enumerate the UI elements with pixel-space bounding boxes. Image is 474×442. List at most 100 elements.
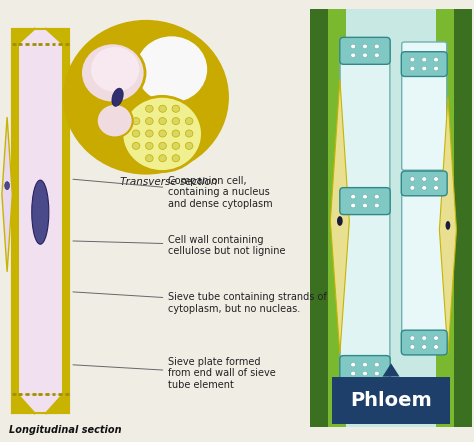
- Circle shape: [159, 118, 166, 125]
- Circle shape: [374, 44, 379, 49]
- Circle shape: [159, 105, 166, 112]
- Circle shape: [434, 345, 438, 349]
- Circle shape: [63, 20, 229, 175]
- Circle shape: [422, 345, 427, 349]
- Circle shape: [434, 177, 438, 181]
- Circle shape: [410, 345, 415, 349]
- Circle shape: [172, 105, 180, 112]
- Circle shape: [146, 130, 153, 137]
- Circle shape: [172, 142, 180, 149]
- Circle shape: [351, 53, 356, 57]
- FancyBboxPatch shape: [340, 192, 390, 382]
- Circle shape: [410, 186, 415, 190]
- Circle shape: [172, 130, 180, 137]
- Circle shape: [97, 104, 133, 137]
- Circle shape: [132, 142, 140, 149]
- Circle shape: [185, 130, 193, 137]
- Polygon shape: [330, 80, 349, 354]
- Circle shape: [351, 203, 356, 208]
- Circle shape: [363, 194, 367, 199]
- Circle shape: [351, 362, 356, 367]
- Circle shape: [172, 155, 180, 162]
- Circle shape: [185, 118, 193, 125]
- FancyBboxPatch shape: [340, 187, 390, 214]
- FancyBboxPatch shape: [401, 52, 447, 76]
- Text: Longitudinal section: Longitudinal section: [9, 425, 122, 435]
- FancyBboxPatch shape: [340, 44, 390, 203]
- Text: Phloem: Phloem: [350, 391, 432, 410]
- Polygon shape: [2, 117, 12, 272]
- Ellipse shape: [337, 216, 343, 226]
- Circle shape: [422, 66, 427, 71]
- Circle shape: [410, 57, 415, 62]
- Circle shape: [434, 186, 438, 190]
- Circle shape: [363, 362, 367, 367]
- Circle shape: [135, 35, 209, 104]
- FancyBboxPatch shape: [402, 186, 447, 345]
- FancyBboxPatch shape: [401, 171, 447, 196]
- FancyBboxPatch shape: [401, 330, 447, 355]
- Circle shape: [159, 130, 166, 137]
- FancyBboxPatch shape: [332, 377, 450, 424]
- Circle shape: [159, 155, 166, 162]
- Polygon shape: [18, 394, 63, 413]
- Circle shape: [363, 371, 367, 376]
- FancyBboxPatch shape: [12, 29, 69, 413]
- Circle shape: [422, 177, 427, 181]
- Circle shape: [363, 53, 367, 57]
- Circle shape: [363, 203, 367, 208]
- Polygon shape: [12, 29, 69, 413]
- Circle shape: [434, 336, 438, 340]
- Circle shape: [146, 142, 153, 149]
- Circle shape: [172, 118, 180, 125]
- Circle shape: [351, 44, 356, 49]
- Circle shape: [146, 118, 153, 125]
- Polygon shape: [454, 9, 472, 427]
- Polygon shape: [436, 9, 454, 427]
- Polygon shape: [439, 97, 456, 354]
- Circle shape: [422, 57, 427, 62]
- Circle shape: [410, 66, 415, 71]
- Circle shape: [122, 96, 202, 171]
- Text: Companion cell,
containing a nucleus
and dense cytoplasm: Companion cell, containing a nucleus and…: [73, 175, 273, 209]
- Text: Transverse section: Transverse section: [119, 177, 217, 187]
- Polygon shape: [310, 9, 328, 427]
- Circle shape: [132, 130, 140, 137]
- FancyBboxPatch shape: [340, 355, 390, 382]
- Circle shape: [91, 47, 139, 92]
- Text: Cell wall containing
cellulose but not lignine: Cell wall containing cellulose but not l…: [73, 235, 286, 256]
- Circle shape: [159, 142, 166, 149]
- Circle shape: [434, 66, 438, 71]
- Ellipse shape: [32, 180, 49, 244]
- Circle shape: [410, 177, 415, 181]
- Polygon shape: [310, 9, 472, 427]
- Text: Sieve plate formed
from end wall of sieve
tube element: Sieve plate formed from end wall of siev…: [73, 357, 276, 390]
- FancyBboxPatch shape: [340, 37, 390, 64]
- Polygon shape: [328, 9, 346, 427]
- Circle shape: [363, 44, 367, 49]
- Circle shape: [351, 371, 356, 376]
- Polygon shape: [18, 44, 63, 394]
- Circle shape: [146, 105, 153, 112]
- Circle shape: [374, 362, 379, 367]
- Circle shape: [374, 203, 379, 208]
- Circle shape: [434, 57, 438, 62]
- FancyBboxPatch shape: [402, 42, 447, 170]
- Ellipse shape: [446, 221, 450, 230]
- Circle shape: [422, 186, 427, 190]
- Circle shape: [185, 142, 193, 149]
- Circle shape: [374, 53, 379, 57]
- Polygon shape: [18, 29, 63, 44]
- Text: Sieve tube containing strands of
cytoplasm, but no nucleas.: Sieve tube containing strands of cytopla…: [73, 292, 327, 313]
- Circle shape: [374, 194, 379, 199]
- Circle shape: [146, 155, 153, 162]
- Circle shape: [410, 336, 415, 340]
- Ellipse shape: [5, 182, 9, 190]
- Circle shape: [351, 194, 356, 199]
- Circle shape: [422, 336, 427, 340]
- Circle shape: [374, 371, 379, 376]
- Circle shape: [132, 118, 140, 125]
- Polygon shape: [383, 363, 400, 377]
- Ellipse shape: [112, 88, 123, 106]
- Circle shape: [81, 43, 145, 103]
